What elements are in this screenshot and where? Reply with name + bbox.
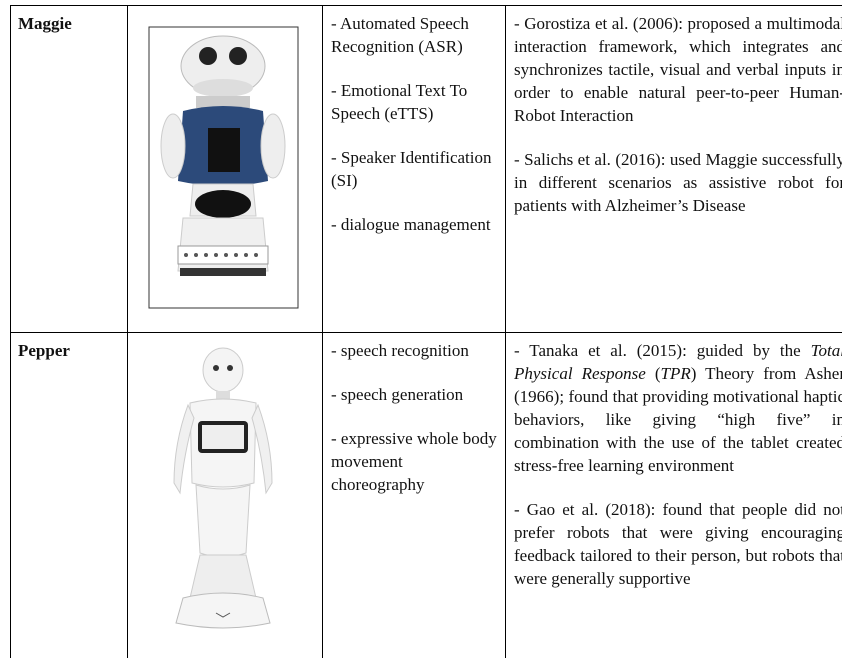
pepper-image [173,347,273,629]
feature-item: - Speaker Identification (SI) [331,148,492,190]
reference-item: - Gorostiza et al. (2006): proposed a mu… [514,12,842,127]
reference-item: - Tanaka et al. (2015): guided by the To… [514,339,842,477]
features-cell: - speech recognition - speech generation -… [322,332,506,658]
robot-table: Maggie - Automated Speech Recognition [10,5,842,658]
feature-item: - Emotional Text To Speech (eTTS) [331,81,468,123]
robot-image-cell [127,332,323,658]
features-cell: - Automated Speech Recognition (ASR) - Em… [322,5,506,333]
robot-name: Maggie [10,5,128,333]
feature-item: - speech recognition [331,341,469,360]
emphasis-text: Total Physical Response [514,341,842,383]
table-row: Maggie - Automated Speech Recognition [10,5,842,333]
table-row: Pepper - speech recognition - speech gene… [10,332,842,658]
feature-item: - speech generation [331,385,464,404]
robot-image-cell [127,5,323,333]
reference-text: ( [645,364,661,383]
reference-text: - Tanaka et al. (2015): guided by the [514,341,811,360]
feature-item: - Automated Speech Recognition (ASR) [331,14,469,56]
maggie-image [148,26,299,309]
emphasis-text: TPR [660,364,691,383]
reference-item: - Gao et al. (2018): found that people d… [514,498,842,590]
reference-text: - Gao et al. (2018): found that people d… [514,500,842,588]
references-cell: - Tanaka et al. (2015): guided by the To… [505,332,842,658]
reference-text: - Salichs et al. (2016): used Maggie suc… [514,150,842,215]
robot-name: Pepper [10,332,128,658]
reference-text: - Gorostiza et al. (2006): proposed a mu… [514,14,842,125]
reference-text: ) Theory from Asher (1966); found that p… [514,364,842,475]
reference-item: - Salichs et al. (2016): used Maggie suc… [514,148,842,217]
feature-item: - expressive whole body movement choreog… [331,429,497,494]
references-cell: - Gorostiza et al. (2006): proposed a mu… [505,5,842,333]
feature-item: - dialogue management [331,215,491,234]
